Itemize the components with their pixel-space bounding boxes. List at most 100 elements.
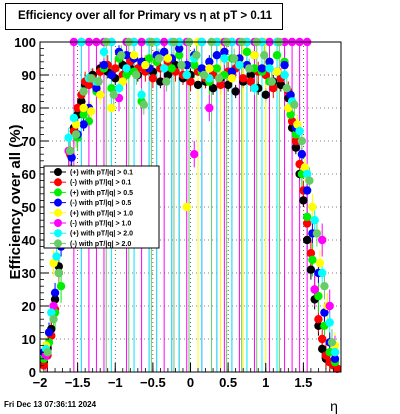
data-point [117,51,126,60]
legend-label: (-) with pT/|q| > 1.0 [70,221,131,228]
data-point [269,84,278,93]
data-point [297,136,307,146]
data-point [300,163,310,172]
data-point [208,84,218,93]
data-point [163,54,173,63]
data-point [244,64,254,73]
data-point [77,97,86,106]
data-point [54,268,64,278]
data-point [257,64,267,73]
data-point [220,54,229,63]
data-point [242,47,252,57]
data-point [52,252,61,261]
data-point [265,64,274,73]
y-tick-label: 0 [29,365,36,380]
data-point [320,282,329,291]
data-point [50,288,60,297]
data-point [107,70,116,80]
x-tick-label: −1 [108,375,123,390]
data-point [107,103,116,113]
data-point [182,70,191,80]
data-point [79,110,88,119]
data-point [69,113,79,123]
y-tick-label: 50 [22,200,36,215]
data-point [220,47,229,57]
legend-label: (+) with pT/|q| > 2.0 [70,231,133,238]
data-point [73,103,82,113]
data-point [96,90,105,100]
data-point [122,64,131,73]
y-tick-label: 30 [22,266,36,281]
data-point [47,308,56,317]
data-point [86,107,96,116]
data-point [330,348,340,357]
data-point [44,328,54,337]
data-point [175,44,184,53]
data-point [308,202,317,212]
data-point [229,54,239,63]
x-tick-label: 1 [262,375,269,390]
data-point [286,110,295,119]
data-point [190,150,199,159]
data-point [260,51,269,60]
data-point [50,295,60,304]
data-point [56,282,66,291]
data-point [148,74,158,83]
legend-marker [54,198,62,207]
data-point [310,285,319,294]
data-point [182,202,191,212]
data-point [308,255,317,264]
data-point [280,70,289,80]
data-point [306,249,316,258]
data-point [139,100,149,109]
x-tick-label: −0.5 [140,375,166,390]
legend-marker [54,229,62,238]
data-point [302,235,312,245]
data-point [315,258,325,268]
x-tick-label: 0 [187,375,194,390]
data-point [291,136,301,146]
data-point [197,64,206,73]
data-point [291,143,301,152]
data-point [99,47,109,57]
data-point [299,196,308,205]
data-point [205,64,214,73]
data-point [302,169,312,179]
data-point [79,87,88,96]
y-tick-label: 100 [14,35,36,50]
data-point [156,77,165,86]
data-point [177,60,186,70]
data-point [265,57,274,66]
x-tick-label: −2 [33,375,48,390]
data-point [290,100,299,109]
data-point [330,354,340,363]
data-point [67,153,76,162]
data-point [84,80,94,90]
data-point [167,64,176,73]
data-point [293,120,302,129]
legend-label: (+) with pT/|q| > 1.0 [70,210,133,217]
data-point [267,77,276,86]
x-tick-label: 0.5 [219,375,237,390]
data-point [137,90,146,100]
data-point [114,84,124,93]
data-point [79,120,88,129]
data-point [212,64,222,73]
data-point [141,60,150,70]
data-point [99,60,109,70]
y-tick-label: 10 [22,332,36,347]
legend-label: (-) with pT/|q| > 2.0 [70,241,131,248]
data-point [320,308,329,317]
data-point [205,103,214,113]
data-point [43,348,52,357]
data-point [310,216,319,225]
data-point [305,176,314,185]
data-point [192,51,201,60]
data-point [297,150,307,159]
data-point [261,90,270,100]
legend-label: (-) with pT/|q| > 0.1 [70,180,131,187]
data-point [295,126,304,136]
data-point [302,212,312,222]
data-point [212,51,222,60]
data-point [132,70,141,80]
